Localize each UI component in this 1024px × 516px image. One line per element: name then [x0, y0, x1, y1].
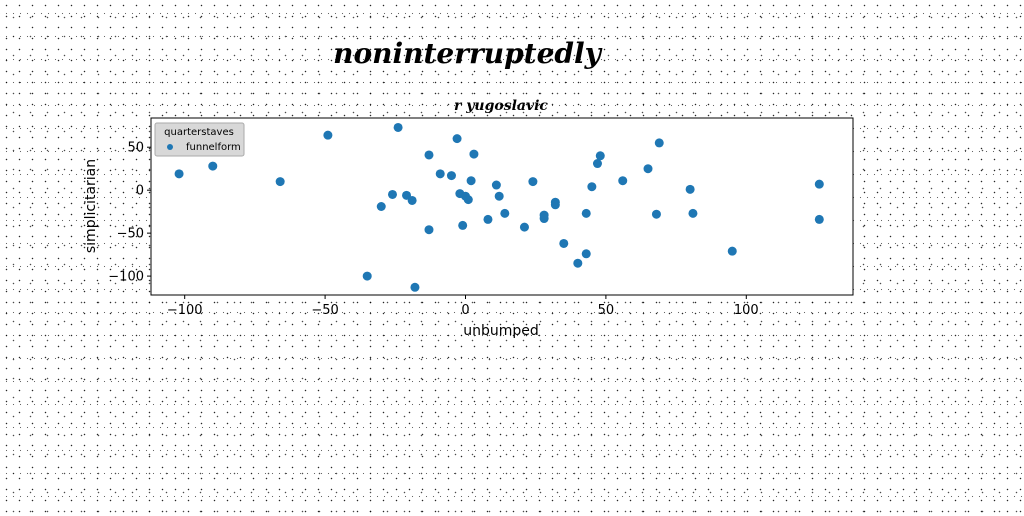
scatter-point — [446, 171, 456, 181]
scatter-point — [452, 134, 462, 144]
scatter-point — [466, 176, 476, 186]
scatter-point — [539, 210, 549, 220]
x-tick-label: 0 — [461, 303, 469, 318]
y-axis: −100 −50 0 50 — [108, 141, 151, 285]
x-tick-label: 50 — [598, 303, 615, 318]
scatter-point — [643, 164, 653, 174]
legend: quarterstaves funnelform — [154, 122, 245, 157]
scatter-point — [559, 238, 569, 248]
scatter-point — [587, 182, 597, 192]
y-tick-label: 50 — [127, 141, 144, 156]
scatter-point — [581, 249, 591, 259]
scatter-point — [174, 169, 184, 179]
scatter-point — [387, 189, 397, 199]
scatter-point — [407, 195, 417, 205]
scatter-point — [814, 179, 824, 189]
scatter-point — [463, 195, 473, 205]
chart-suptitle: noninterruptedly — [333, 37, 603, 70]
scatter-point — [323, 130, 333, 140]
legend-box — [154, 122, 245, 157]
scatter-point — [685, 184, 695, 194]
scatter-point — [688, 208, 698, 218]
scatter-point — [573, 258, 583, 268]
data-points — [174, 122, 824, 292]
legend-marker — [167, 144, 173, 150]
scatter-point — [424, 225, 434, 235]
scatter-point — [581, 208, 591, 218]
scatter-point — [494, 191, 504, 201]
x-tick-label: −100 — [167, 303, 203, 318]
scatter-point — [500, 208, 510, 218]
x-tick-label: 100 — [734, 303, 759, 318]
scatter-point — [362, 271, 372, 281]
scatter-point — [651, 209, 661, 219]
y-axis-label: simplicitarian — [83, 159, 99, 253]
scatter-point — [595, 151, 605, 161]
chart-title: r yugoslavic — [454, 98, 548, 114]
scatter-point — [208, 161, 218, 171]
scatter-point — [528, 177, 538, 187]
scatter-point — [483, 214, 493, 224]
legend-label: funnelform — [186, 142, 241, 153]
y-tick-label: 0 — [136, 184, 144, 199]
legend-title: quarterstaves — [164, 127, 234, 138]
x-axis: −100 −50 0 50 100 — [167, 295, 759, 318]
x-axis-label: unbumped — [463, 323, 539, 339]
scatter-point — [275, 177, 285, 187]
scatter-point — [424, 150, 434, 160]
y-tick-label: −100 — [108, 270, 144, 285]
y-tick-label: −50 — [117, 227, 144, 242]
scatter-point — [727, 246, 737, 256]
scatter-point — [435, 169, 445, 179]
scatter-point — [592, 159, 602, 169]
x-tick-label: −50 — [311, 303, 338, 318]
scatter-point — [618, 176, 628, 186]
scatter-point — [550, 200, 560, 210]
scatter-point — [491, 180, 501, 190]
scatter-point — [393, 122, 403, 132]
scatter-point — [458, 220, 468, 230]
scatter-point — [654, 138, 664, 148]
scatter-point — [814, 214, 824, 224]
scatter-point — [376, 202, 386, 211]
scatter-point — [469, 149, 479, 159]
scatter-point — [410, 282, 420, 292]
scatter-point — [519, 222, 529, 232]
plot-area — [150, 117, 854, 296]
